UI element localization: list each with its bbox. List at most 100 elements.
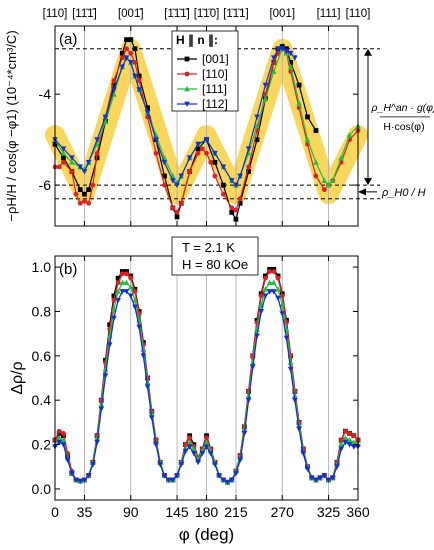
data-point-b-[112] [216, 473, 222, 479]
data-point-a-[112] [262, 82, 269, 89]
data-point-a-[112] [203, 137, 210, 143]
data-point-b-[112] [199, 451, 206, 457]
data-point-a-[110] [111, 78, 117, 83]
data-point-b-[110] [263, 275, 268, 281]
data-point-a-[001] [61, 155, 66, 161]
x-axis-label: φ (deg) [179, 525, 234, 544]
data-point-a-[111] [313, 159, 319, 165]
data-point-a-[110] [220, 191, 226, 197]
y-tick-label-b: 0.4 [32, 392, 52, 408]
data-point-a-[001] [296, 82, 302, 88]
data-point-a-[111] [338, 154, 344, 161]
data-point-b-[112] [64, 457, 71, 464]
data-point-b-[110] [132, 289, 138, 294]
data-point-a-[001] [233, 216, 239, 222]
top-direction-label: [110] [346, 8, 371, 20]
data-point-a-[112] [69, 155, 75, 161]
info-box-frame [171, 236, 259, 276]
x-tick-label: 360 [346, 504, 370, 520]
panel-a-series [52, 37, 361, 222]
data-point-b-[112] [123, 289, 130, 295]
data-point-a-[112] [111, 87, 117, 93]
data-point-b-[110] [119, 271, 125, 277]
data-point-a-[001] [136, 73, 142, 79]
data-point-b-[112] [228, 477, 235, 484]
panel-b-gridlines [84, 256, 329, 500]
data-point-a-[110] [69, 169, 75, 174]
data-point-a-[001] [288, 59, 294, 65]
data-point-a-[110] [82, 198, 87, 204]
data-point-b-[110] [267, 269, 273, 274]
data-point-b-[111] [123, 279, 130, 286]
y-tick-label-b: 0.0 [32, 481, 52, 497]
panel-a-x-ticks [54, 26, 359, 226]
data-point-a-[111] [325, 182, 332, 188]
data-point-b-[112] [136, 324, 142, 330]
data-point-b-[001] [111, 293, 117, 299]
panel-b-label: (b) [59, 261, 77, 278]
data-point-a-[112] [132, 73, 138, 79]
offset-arrow-head [358, 188, 366, 196]
data-point-a-[111] [254, 123, 260, 129]
data-point-b-[112] [283, 335, 290, 342]
field-label: H = 80 kOe [182, 257, 248, 272]
data-point-b-[111] [262, 286, 269, 292]
data-point-a-[001] [124, 37, 129, 43]
data-point-b-[112] [161, 473, 168, 479]
data-point-b-[112] [329, 475, 336, 481]
data-point-a-[110] [90, 182, 96, 188]
data-point-a-[111] [271, 68, 277, 74]
data-point-a-[112] [178, 173, 185, 179]
data-point-b-[112] [279, 311, 286, 317]
data-point-a-[110] [86, 200, 92, 206]
data-point-a-[112] [271, 55, 277, 61]
legend-entry: [111] [202, 82, 227, 96]
data-point-a-[110] [199, 146, 205, 152]
data-point-a-[112] [195, 141, 201, 148]
data-point-b-[111] [60, 437, 67, 443]
data-point-a-[112] [94, 137, 100, 143]
data-point-a-[110] [204, 150, 209, 156]
top-direction-label: [1̄1̄1̄] [164, 8, 190, 20]
data-point-b-[112] [338, 446, 344, 452]
data-point-a-[001] [212, 159, 218, 165]
annotation-numerator: ρ_H^an · g(φ) [370, 102, 434, 114]
data-point-a-[110] [56, 164, 62, 170]
top-direction-label: [001̄] [118, 8, 144, 20]
data-point-a-[001] [174, 214, 180, 220]
data-point-b-[112] [186, 444, 193, 450]
x-tick-label: 180 [195, 504, 219, 520]
data-point-b-[112] [106, 342, 113, 348]
data-point-b-[112] [287, 366, 294, 373]
panel-b-x-ticks: 0 35 90 145 180 215 270 325 360 [51, 256, 370, 520]
data-point-b-[112] [325, 477, 332, 484]
data-point-b-[111] [132, 297, 138, 303]
data-point-a-[112] [136, 87, 142, 93]
y-tick-label-b: 0.8 [32, 303, 52, 319]
data-point-a-[110] [128, 50, 134, 56]
data-point-b-[111] [342, 434, 349, 441]
data-point-a-[110] [237, 196, 243, 202]
x-tick-label: 215 [224, 504, 248, 520]
data-point-b-[111] [296, 421, 302, 427]
data-point-b-[110] [342, 428, 348, 434]
legend-marker [184, 101, 190, 107]
data-point-b-[111] [271, 279, 277, 286]
data-point-b-[112] [60, 442, 67, 448]
top-direction-label: [001] [269, 8, 295, 20]
data-point-b-[112] [73, 477, 79, 484]
data-point-b-[112] [224, 479, 231, 486]
data-point-a-[001] [132, 46, 138, 52]
data-point-b-[112] [77, 478, 84, 485]
legend-marker [184, 56, 190, 62]
x-tick-label: 270 [271, 504, 295, 520]
data-point-a-[110] [233, 207, 239, 213]
data-point-b-[112] [212, 462, 218, 468]
data-point-b-[111] [115, 288, 121, 294]
data-point-a-[110] [174, 209, 180, 215]
data-point-b-[112] [266, 289, 273, 295]
data-point-a-[001] [162, 173, 167, 179]
y-tick-label-b: 1.0 [32, 259, 52, 275]
top-direction-label: [1̄1̄0] [194, 8, 220, 20]
